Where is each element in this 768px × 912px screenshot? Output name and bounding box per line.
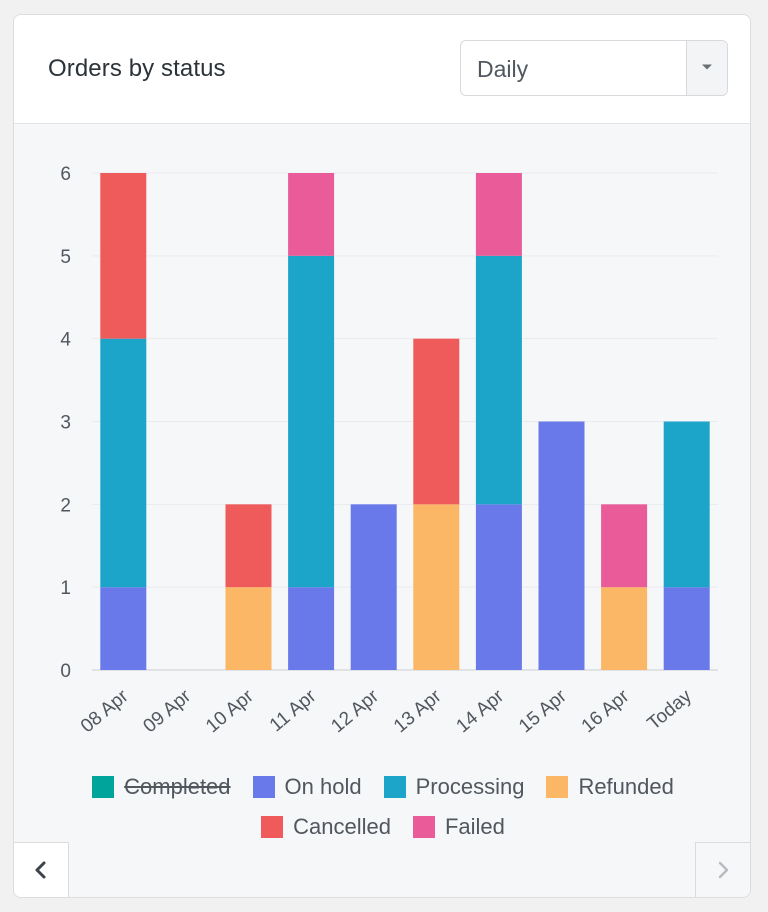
x-tick-label: 08 Apr (77, 685, 133, 737)
x-axis: 08 Apr 09 Apr 10 Apr 11 Apr 12 Apr 13 Apr 14 A… (77, 685, 696, 737)
chart-bars (100, 173, 710, 671)
bar-segment[interactable] (413, 338, 460, 505)
chevron-right-icon (718, 861, 729, 879)
orders-by-status-card: Orders by status Daily 0 1 2 3 4 5 6 08 Apr 09 … (13, 14, 751, 898)
legend-swatch (412, 816, 435, 838)
y-tick-label: 0 (60, 661, 71, 682)
chart-grid (92, 172, 718, 671)
bar-segment[interactable] (100, 338, 147, 588)
legend-label: Processing (415, 774, 525, 799)
legend-row: Completed On hold Processing Refunded (14, 774, 750, 799)
bar-segment[interactable] (225, 504, 272, 588)
legend-label: Refunded (578, 774, 674, 799)
bar-segment[interactable] (413, 504, 460, 670)
next-page-button[interactable] (695, 842, 750, 897)
legend-label: Completed (124, 774, 231, 799)
y-tick-label: 4 (60, 330, 71, 351)
chevron-left-icon (35, 861, 46, 879)
legend-item[interactable]: Refunded (546, 774, 674, 799)
bar-segment[interactable] (663, 421, 710, 588)
legend-swatch (546, 776, 569, 798)
x-tick-label: 13 Apr (390, 685, 446, 737)
legend-item[interactable]: Processing (383, 774, 525, 799)
x-tick-label: Today (644, 685, 697, 734)
y-tick-label: 5 (60, 247, 71, 268)
x-tick-label: 12 Apr (327, 685, 383, 737)
bar-segment[interactable] (475, 504, 522, 670)
legend-row: Cancelled Failed (14, 814, 750, 839)
caret-down-icon (702, 64, 712, 70)
x-tick-label: 15 Apr (515, 685, 571, 737)
legend-item[interactable]: Failed (412, 814, 505, 839)
legend-label: On hold (284, 774, 362, 799)
bar-segment[interactable] (288, 173, 335, 256)
y-tick-label: 6 (60, 164, 71, 185)
legend-swatch (383, 776, 406, 798)
chart-legend: Completed On hold Processing Refunded Cance… (14, 774, 750, 855)
period-select[interactable]: Daily (460, 40, 728, 96)
y-axis: 0 1 2 3 4 5 6 (60, 164, 71, 682)
y-tick-label: 1 (60, 578, 71, 599)
bar-segment[interactable] (100, 173, 147, 339)
legend-swatch (92, 776, 115, 798)
previous-page-button[interactable] (14, 842, 69, 897)
orders-chart: 0 1 2 3 4 5 6 08 Apr 09 Apr 10 Apr 11 Apr 12 Apr 13… (60, 164, 718, 737)
period-select-value: Daily (477, 56, 529, 82)
bar-segment[interactable] (601, 504, 648, 588)
card-title: Orders by status (48, 55, 226, 82)
bar-segment[interactable] (100, 587, 147, 670)
bar-segment[interactable] (288, 587, 335, 670)
y-tick-label: 2 (60, 495, 71, 516)
legend-swatch (252, 776, 275, 798)
x-tick-label: 14 Apr (453, 685, 509, 737)
x-tick-label: 10 Apr (202, 685, 258, 737)
bar-segment[interactable] (475, 255, 522, 505)
bar-segment[interactable] (663, 587, 710, 670)
legend-label: Cancelled (293, 814, 391, 839)
legend-item[interactable]: Completed (92, 774, 231, 799)
x-tick-label: 09 Apr (140, 685, 196, 737)
bar-segment[interactable] (601, 587, 648, 670)
x-tick-label: 11 Apr (266, 685, 321, 736)
legend-item[interactable]: Cancelled (261, 814, 391, 839)
bar-segment[interactable] (538, 421, 585, 671)
legend-item[interactable]: On hold (252, 774, 362, 799)
card-header: Orders by status Daily (14, 15, 750, 124)
period-select-toggle[interactable] (686, 41, 727, 95)
x-tick-label: 16 Apr (578, 685, 634, 737)
bar-segment[interactable] (225, 587, 272, 670)
bar-segment[interactable] (350, 504, 397, 670)
legend-swatch (261, 816, 284, 838)
y-tick-label: 3 (60, 413, 71, 434)
bar-segment[interactable] (288, 255, 335, 588)
bar-segment[interactable] (475, 173, 522, 256)
legend-label: Failed (444, 814, 505, 839)
